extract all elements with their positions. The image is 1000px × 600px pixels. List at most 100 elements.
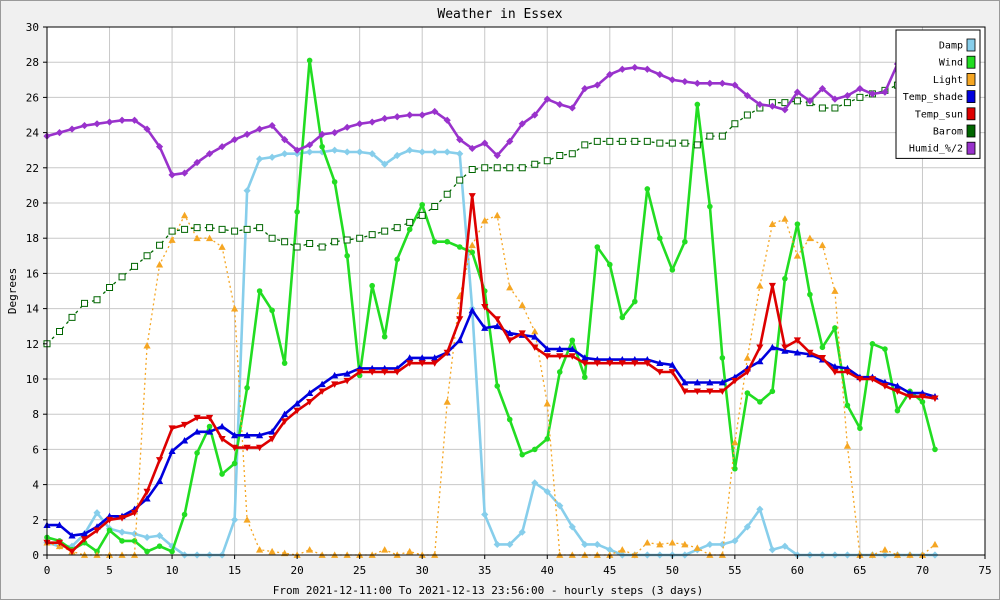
data-point-humid-2 [443, 116, 451, 124]
data-point-temp-sun [393, 369, 401, 376]
legend: Damp Wind Light Temp_shade Temp_sun Barom Humi… [895, 29, 981, 159]
data-point-humid-2 [693, 79, 701, 87]
data-point-wind [569, 337, 576, 344]
data-point-damp [368, 150, 376, 158]
data-point-wind [381, 333, 388, 340]
data-point-humid-2 [130, 116, 139, 124]
data-point-wind [281, 360, 288, 366]
data-point-light [843, 442, 852, 449]
data-point-barom [531, 160, 539, 168]
data-point-wind [556, 369, 563, 375]
data-point-temp-sun [343, 377, 351, 385]
data-point-light [931, 540, 939, 548]
data-point-light [381, 546, 389, 553]
data-point-temp-shade [681, 378, 689, 386]
data-point-humid-2 [718, 79, 726, 87]
legend-swatch-barom [966, 124, 976, 138]
data-point-humid-2 [706, 79, 714, 87]
data-point-humid-2 [68, 125, 76, 133]
data-point-damp [506, 540, 514, 549]
data-point-humid-2 [293, 146, 301, 154]
data-point-humid-2 [155, 143, 164, 151]
data-point-barom [656, 139, 664, 147]
data-point-wind [707, 203, 713, 210]
data-point-light [618, 546, 626, 553]
data-point-wind [694, 101, 701, 108]
data-point-wind [169, 548, 175, 555]
data-point-humid-2 [481, 139, 489, 147]
data-point-temp-sun [818, 355, 827, 362]
data-point-temp-shade [668, 361, 676, 368]
data-point-temp-sun [105, 516, 114, 524]
data-point-temp-shade [418, 354, 426, 361]
data-point-humid-2 [756, 100, 764, 109]
data-point-wind [857, 425, 863, 432]
data-point-temp-sun [168, 425, 176, 432]
data-point-light [506, 283, 514, 291]
data-point-humid-2 [381, 114, 389, 123]
data-point-wind [844, 402, 851, 409]
data-point-damp [243, 187, 251, 195]
data-point-temp-shade [481, 324, 489, 331]
data-point-humid-2 [531, 111, 539, 119]
data-point-barom [668, 139, 676, 147]
data-point-temp-sun [481, 303, 489, 311]
data-point-humid-2 [418, 111, 426, 119]
data-point-temp-shade [406, 354, 414, 361]
series-humid-2 [43, 60, 939, 179]
legend-swatch-temp-sun [966, 107, 976, 121]
data-point-wind [932, 446, 938, 453]
y-tick-label: 30 [26, 21, 39, 34]
data-point-temp-sun [281, 418, 289, 425]
data-point-wind [494, 383, 501, 389]
x-tick-label: 25 [353, 564, 366, 577]
y-tick-label: 28 [26, 56, 39, 69]
y-tick-label: 12 [26, 338, 39, 351]
data-point-humid-2 [768, 102, 776, 110]
data-point-barom [193, 224, 201, 232]
data-point-temp-shade [256, 431, 264, 439]
data-point-wind [231, 460, 238, 467]
data-point-light [518, 301, 526, 308]
data-point-barom [606, 137, 614, 145]
x-tick-label: 60 [791, 564, 804, 577]
data-point-temp-shade [143, 495, 151, 502]
data-point-light [656, 540, 664, 548]
data-point-temp-shade [306, 389, 314, 396]
data-point-temp-shade [506, 329, 514, 337]
data-point-light [531, 327, 539, 335]
data-point-light [218, 243, 226, 250]
data-point-temp-sun [268, 435, 276, 443]
data-point-barom [356, 234, 364, 242]
data-point-damp [781, 542, 789, 550]
data-point-temp-sun [155, 457, 164, 464]
data-point-temp-sun [931, 395, 939, 402]
data-point-barom [206, 224, 214, 232]
data-point-barom [818, 104, 826, 112]
data-point-light [793, 252, 801, 259]
data-point-barom [518, 164, 526, 172]
data-point-temp-sun [318, 388, 326, 395]
data-point-temp-sun [856, 376, 864, 383]
data-point-barom [181, 225, 189, 233]
data-point-wind [269, 307, 275, 314]
data-point-wind [782, 275, 788, 282]
data-point-damp [268, 153, 276, 161]
data-point-wind [657, 235, 663, 241]
data-point-light [806, 234, 814, 242]
data-point-humid-2 [543, 95, 551, 103]
data-point-temp-sun [331, 381, 339, 388]
data-point-light [168, 236, 176, 243]
data-point-wind [581, 374, 588, 381]
data-point-humid-2 [218, 143, 226, 151]
data-point-temp-shade [893, 382, 902, 389]
data-point-light [256, 546, 264, 553]
data-point-damp [756, 505, 764, 513]
series-wind [44, 57, 938, 555]
data-point-humid-2 [743, 92, 751, 100]
grid-lines [47, 27, 985, 555]
data-point-barom [256, 224, 264, 232]
data-point-wind [506, 416, 513, 423]
data-point-light [306, 546, 314, 553]
data-point-barom [168, 227, 176, 235]
